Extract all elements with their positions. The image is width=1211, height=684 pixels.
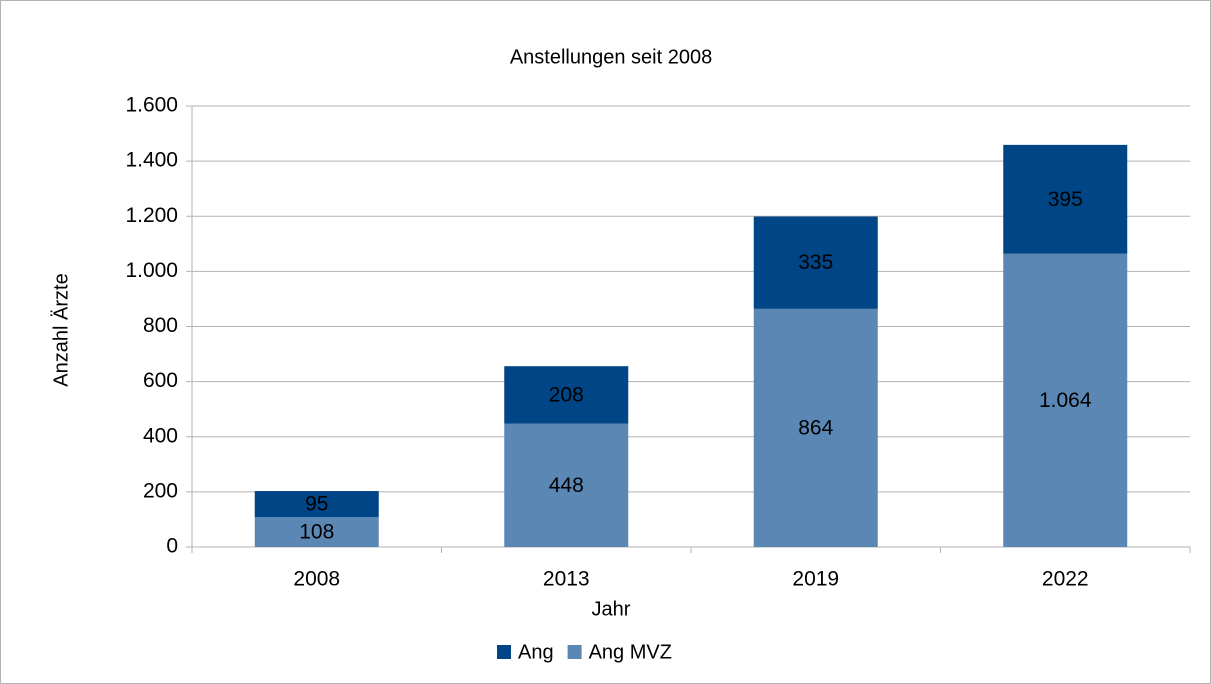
data-label: 395 bbox=[1048, 188, 1083, 211]
y-tick-label: 800 bbox=[143, 314, 178, 337]
x-tick-label: 2022 bbox=[1042, 568, 1089, 591]
y-axis-label: Anzahl Ärzte bbox=[50, 273, 72, 386]
x-tick-label: 2008 bbox=[293, 568, 340, 591]
y-tick-label: 0 bbox=[166, 535, 178, 558]
x-axis-label: Jahr bbox=[592, 598, 631, 620]
x-tick-label: 2019 bbox=[792, 568, 839, 591]
bar-segment bbox=[753, 216, 878, 309]
data-label: 95 bbox=[305, 493, 328, 516]
x-tick-label: 2013 bbox=[543, 568, 590, 591]
data-label: 208 bbox=[549, 383, 584, 406]
y-tick-label: 200 bbox=[143, 479, 178, 502]
legend-label: Ang bbox=[518, 641, 554, 663]
bar-segment bbox=[504, 423, 629, 547]
data-label: 335 bbox=[798, 251, 833, 274]
chart-title: Anstellungen seit 2008 bbox=[510, 46, 712, 68]
y-tick-label: 1.000 bbox=[125, 259, 178, 282]
y-tick-label: 1.600 bbox=[125, 94, 178, 117]
y-tick-label: 400 bbox=[143, 424, 178, 447]
bar-segment bbox=[1003, 144, 1128, 254]
y-tick-label: 1.400 bbox=[125, 149, 178, 172]
data-label: 864 bbox=[798, 416, 833, 439]
legend-label: Ang MVZ bbox=[589, 641, 672, 663]
y-tick-label: 600 bbox=[143, 369, 178, 392]
bar-segment bbox=[254, 517, 379, 547]
data-label: 108 bbox=[299, 521, 334, 544]
legend-swatch bbox=[497, 645, 511, 659]
data-label: 448 bbox=[549, 474, 584, 497]
bar-segment bbox=[254, 491, 379, 518]
bar-segment bbox=[753, 308, 878, 547]
bar-segment bbox=[1003, 253, 1128, 548]
y-tick-label: 1.200 bbox=[125, 204, 178, 227]
bar-segment bbox=[504, 366, 629, 424]
legend-swatch bbox=[567, 645, 582, 659]
data-label: 1.064 bbox=[1039, 389, 1092, 412]
